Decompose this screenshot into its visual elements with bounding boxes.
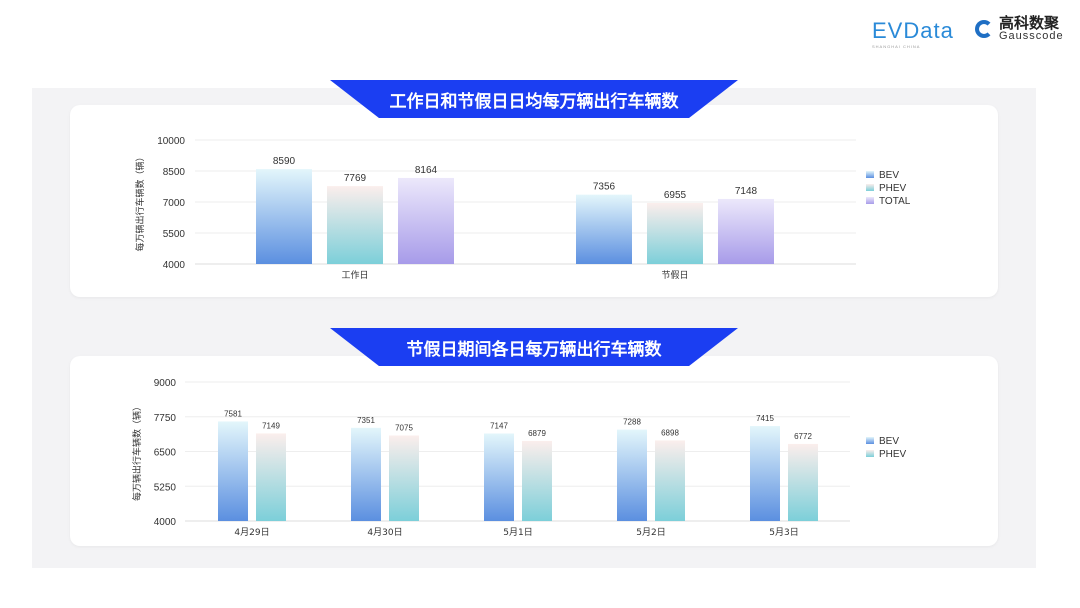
bar-phev	[788, 443, 818, 521]
gausscode-cn: 高科数聚	[999, 14, 1060, 32]
y-tick-label: 4000	[163, 260, 186, 271]
x-tick-label: 4月29日	[234, 527, 269, 538]
y-tick-label: 9000	[154, 378, 177, 389]
data-label: 7356	[593, 182, 616, 193]
x-tick-label: 节假日	[661, 270, 688, 281]
data-label: 6772	[794, 432, 812, 441]
bar-bev	[218, 421, 248, 521]
y-tick-label: 6500	[154, 448, 177, 459]
legend-swatch-bev	[866, 437, 874, 444]
legend-swatch-bev	[866, 171, 874, 178]
bar-phev	[327, 186, 383, 264]
gausscode-logo: 高科数聚 Gausscode	[975, 16, 1064, 42]
x-tick-label: 4月30日	[367, 527, 402, 538]
data-label: 7148	[735, 186, 758, 197]
gausscode-mark-icon	[975, 20, 993, 38]
bar-phev	[647, 202, 703, 264]
data-label: 7288	[623, 418, 641, 427]
data-label: 7581	[224, 409, 242, 418]
x-tick-label: 5月2日	[636, 527, 665, 538]
y-tick-label: 10000	[157, 136, 185, 147]
data-label: 7075	[395, 424, 413, 433]
bar-phev	[389, 435, 419, 521]
evdata-logo-text: EVData	[872, 18, 954, 43]
data-label: 7149	[262, 421, 280, 430]
bar-phev	[522, 440, 552, 521]
legend-label: PHEV	[879, 183, 907, 194]
y-tick-label: 7000	[163, 198, 186, 209]
legend-swatch-phev	[866, 450, 874, 457]
x-tick-label: 5月3日	[769, 527, 798, 538]
y-tick-label: 4000	[154, 517, 177, 528]
y-tick-label: 7750	[154, 413, 177, 424]
gausscode-en: Gausscode	[999, 30, 1064, 42]
evdata-logo: EVData SHANGHAI CHINA	[872, 18, 954, 49]
bar-phev	[655, 440, 685, 521]
bar-bev	[617, 429, 647, 521]
chart-title-2: 节假日期间各日每万辆出行车辆数	[330, 328, 738, 366]
bar-total	[718, 198, 774, 264]
bar-phev	[256, 433, 286, 521]
chart-card-1	[70, 105, 998, 297]
chart-title-1: 工作日和节假日日均每万辆出行车辆数	[330, 80, 738, 118]
bar-bev	[256, 169, 312, 264]
bar-total	[398, 177, 454, 264]
y-tick-label: 5250	[154, 482, 177, 493]
legend-label: BEV	[879, 436, 899, 447]
data-label: 7769	[344, 173, 367, 184]
y-axis-label: 每万辆出行车辆数（辆）	[134, 152, 146, 251]
x-tick-label: 5月1日	[503, 527, 532, 538]
legend-label: TOTAL	[879, 196, 911, 207]
data-label: 8164	[415, 165, 438, 176]
x-tick-label: 工作日	[341, 269, 368, 281]
data-label: 8590	[273, 156, 296, 167]
data-label: 6879	[528, 429, 546, 438]
bar-bev	[750, 426, 780, 521]
bar-bev	[576, 194, 632, 264]
y-axis-label: 每万辆出行车辆数（辆）	[131, 402, 143, 501]
evdata-logo-sub: SHANGHAI CHINA	[872, 44, 921, 49]
y-tick-label: 5500	[163, 229, 186, 240]
bar-bev	[351, 427, 381, 521]
data-label: 7147	[490, 422, 508, 431]
legend-label: BEV	[879, 170, 899, 181]
legend-label: PHEV	[879, 449, 907, 460]
legend-swatch-total	[866, 197, 874, 204]
legend-swatch-phev	[866, 184, 874, 191]
bar-bev	[484, 433, 514, 521]
data-label: 6898	[661, 428, 679, 437]
data-label: 6955	[664, 190, 687, 201]
y-tick-label: 8500	[163, 167, 186, 178]
data-label: 7351	[357, 416, 375, 425]
data-label: 7415	[756, 414, 774, 423]
